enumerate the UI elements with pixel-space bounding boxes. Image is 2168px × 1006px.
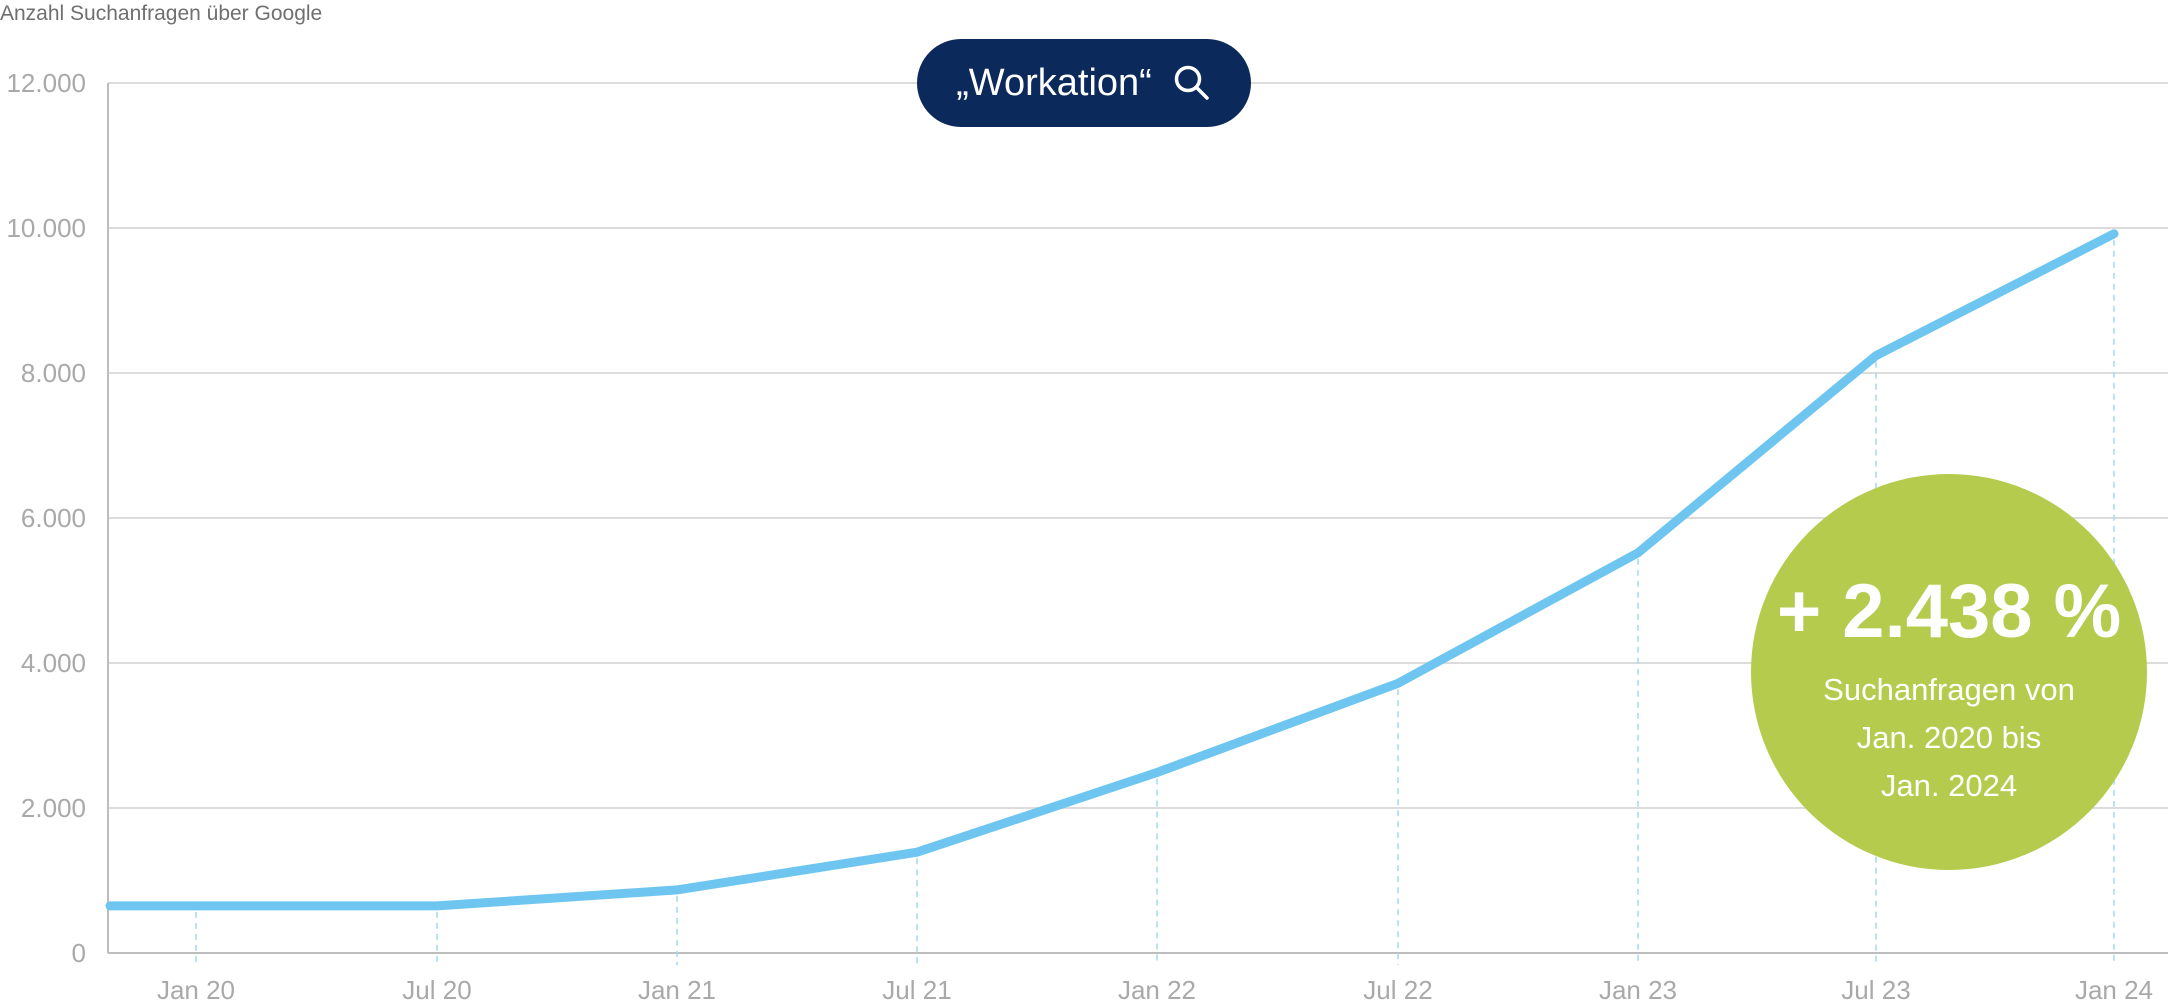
x-tick-label: Jan 20 bbox=[157, 975, 235, 1005]
y-tick-label: 8.000 bbox=[21, 358, 86, 388]
y-tick-label: 10.000 bbox=[6, 213, 86, 243]
x-tick-labels: Jan 20 Jul 20 Jan 21 Jul 21 Jan 22 Jul 22 Jan … bbox=[157, 975, 2153, 1005]
x-tick-label: Jul 22 bbox=[1363, 975, 1432, 1005]
search-term: „Workation“ bbox=[956, 61, 1152, 104]
y-axis-title: Anzahl Suchanfragen über Google bbox=[0, 2, 323, 25]
x-tick-label: Jan 21 bbox=[638, 975, 716, 1005]
x-tick-label: Jan 23 bbox=[1599, 975, 1677, 1005]
y-tick-label: 2.000 bbox=[21, 793, 86, 823]
growth-caption-line-2: Jan. 2020 bis bbox=[1856, 720, 2042, 755]
growth-caption: Suchanfragen von Jan. 2020 bis Jan. 2024 bbox=[1787, 666, 2111, 810]
growth-caption-line-3: Jan. 2024 bbox=[1880, 768, 2018, 803]
growth-badge: + 2.438 % Suchanfragen von Jan. 2020 bis… bbox=[1751, 474, 2147, 870]
y-tick-labels: 0 2.000 4.000 6.000 8.000 10.000 12.000 bbox=[6, 68, 86, 968]
y-tick-label: 6.000 bbox=[21, 503, 86, 533]
x-tick-label: Jul 21 bbox=[882, 975, 951, 1005]
series-layer bbox=[105, 229, 2119, 911]
growth-caption-line-1: Suchanfragen von bbox=[1823, 672, 2075, 707]
x-tick-label: Jul 20 bbox=[402, 975, 471, 1005]
y-tick-label: 12.000 bbox=[6, 68, 86, 98]
search-icon bbox=[1172, 63, 1212, 103]
search-pill: „Workation“ bbox=[917, 39, 1251, 127]
growth-value: + 2.438 % bbox=[1776, 569, 2122, 654]
x-tick-label: Jan 22 bbox=[1118, 975, 1196, 1005]
x-tick-label: Jan 24 bbox=[2075, 975, 2153, 1005]
y-tick-label: 0 bbox=[72, 938, 86, 968]
axes bbox=[107, 83, 2168, 954]
y-tick-label: 4.000 bbox=[21, 648, 86, 678]
x-tick-label: Jul 23 bbox=[1841, 975, 1910, 1005]
